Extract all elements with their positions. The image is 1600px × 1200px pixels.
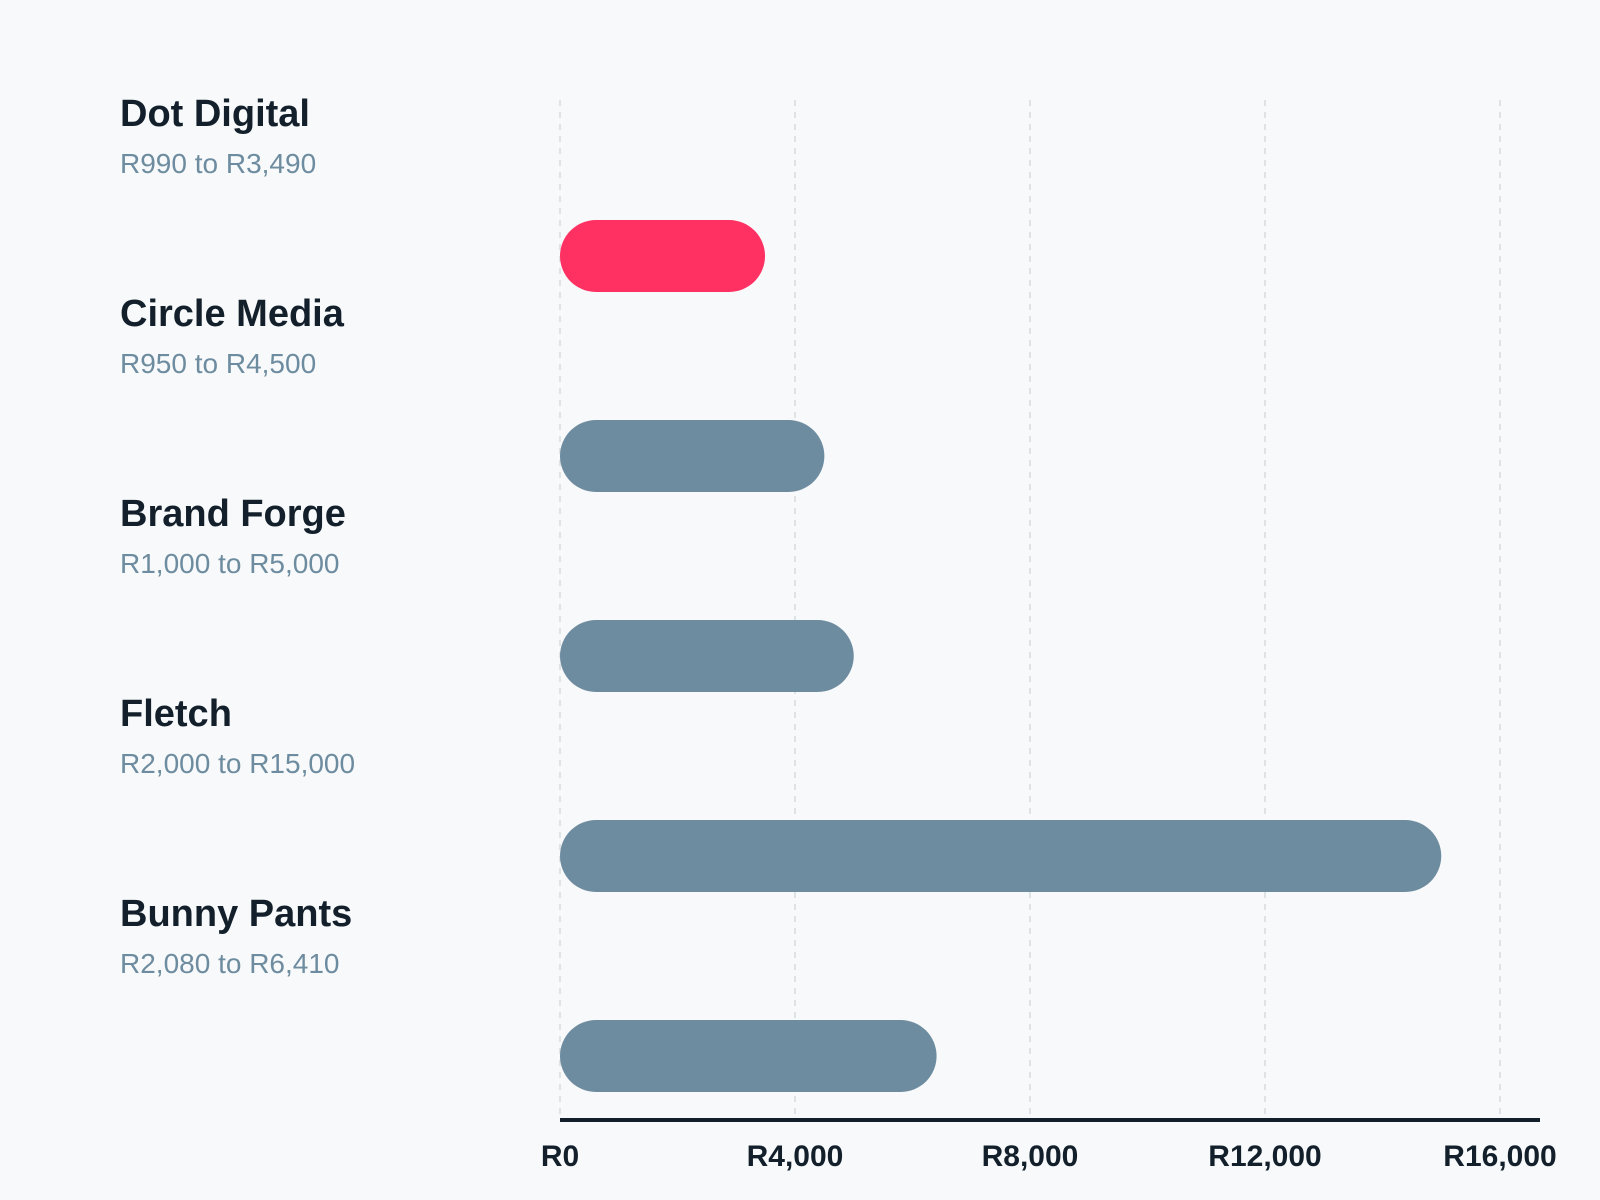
category-name: Fletch <box>120 693 232 735</box>
category-range: R1,000 to R5,000 <box>120 548 340 579</box>
category-name: Circle Media <box>120 293 345 335</box>
x-axis: R0 R4,000 R8,000 R12,000 R16,000 <box>541 1118 1557 1173</box>
x-tick-label: R16,000 <box>1443 1140 1556 1173</box>
category-range: R990 to R3,490 <box>120 148 316 179</box>
x-tick-label: R8,000 <box>982 1140 1079 1173</box>
bar-brand-forge <box>560 620 854 692</box>
x-tick-label: R4,000 <box>747 1140 844 1173</box>
bars <box>560 220 1442 1092</box>
x-tick-label: R12,000 <box>1208 1140 1321 1173</box>
x-tick-label: R0 <box>541 1140 579 1173</box>
category-range: R2,080 to R6,410 <box>120 948 340 979</box>
category-name: Dot Digital <box>120 93 310 135</box>
bar-dot-digital <box>560 220 766 292</box>
category-range: R2,000 to R15,000 <box>120 748 355 779</box>
category-name: Brand Forge <box>120 493 346 535</box>
category-range: R950 to R4,500 <box>120 348 316 379</box>
gridlines <box>559 100 1501 1118</box>
category-labels: Dot Digital R990 to R3,490 Circle Media R95… <box>120 93 355 979</box>
bar-bunny-pants <box>560 1020 937 1092</box>
bar-fletch <box>560 820 1442 892</box>
category-name: Bunny Pants <box>120 893 352 935</box>
bar-circle-media <box>560 420 825 492</box>
